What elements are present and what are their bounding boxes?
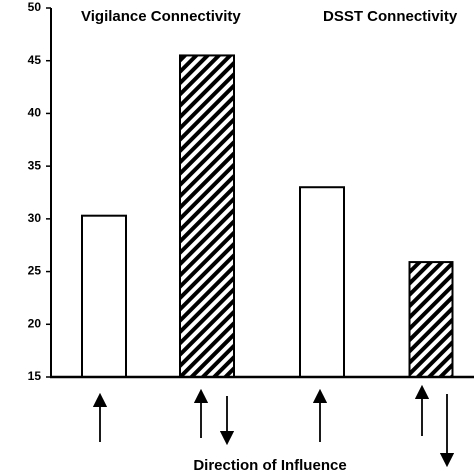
y-tick-label: 50 <box>28 0 42 14</box>
y-tick-label: 35 <box>28 158 42 172</box>
y-tick-label: 25 <box>28 264 42 278</box>
bar <box>179 54 235 378</box>
annotation: Vigilance Connectivity <box>81 8 241 25</box>
y-tick-label: 20 <box>28 316 42 330</box>
y-tick-label: 40 <box>28 106 42 120</box>
direction-arrows <box>92 384 455 468</box>
bar <box>81 214 127 378</box>
y-tick-label: 45 <box>28 53 42 67</box>
bar <box>408 261 454 378</box>
x-axis-label: Direction of Influence <box>193 457 346 474</box>
annotation: DSST Connectivity <box>323 8 458 25</box>
y-tick-label: 15 <box>28 369 42 383</box>
y-tick-label: 30 <box>28 211 42 225</box>
bar <box>299 186 345 378</box>
